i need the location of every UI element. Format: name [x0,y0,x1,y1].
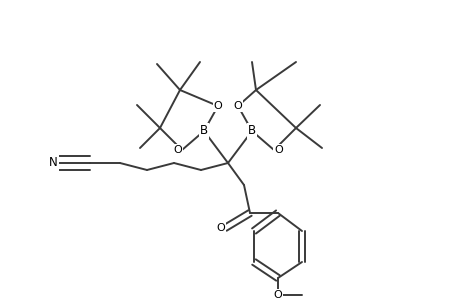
Text: O: O [216,223,224,233]
Text: B: B [247,124,256,137]
Text: O: O [273,290,282,300]
Text: O: O [233,101,242,111]
Text: O: O [274,145,282,155]
Text: O: O [173,145,182,155]
Text: B: B [200,124,207,137]
Text: O: O [213,101,222,111]
Text: N: N [49,157,58,169]
